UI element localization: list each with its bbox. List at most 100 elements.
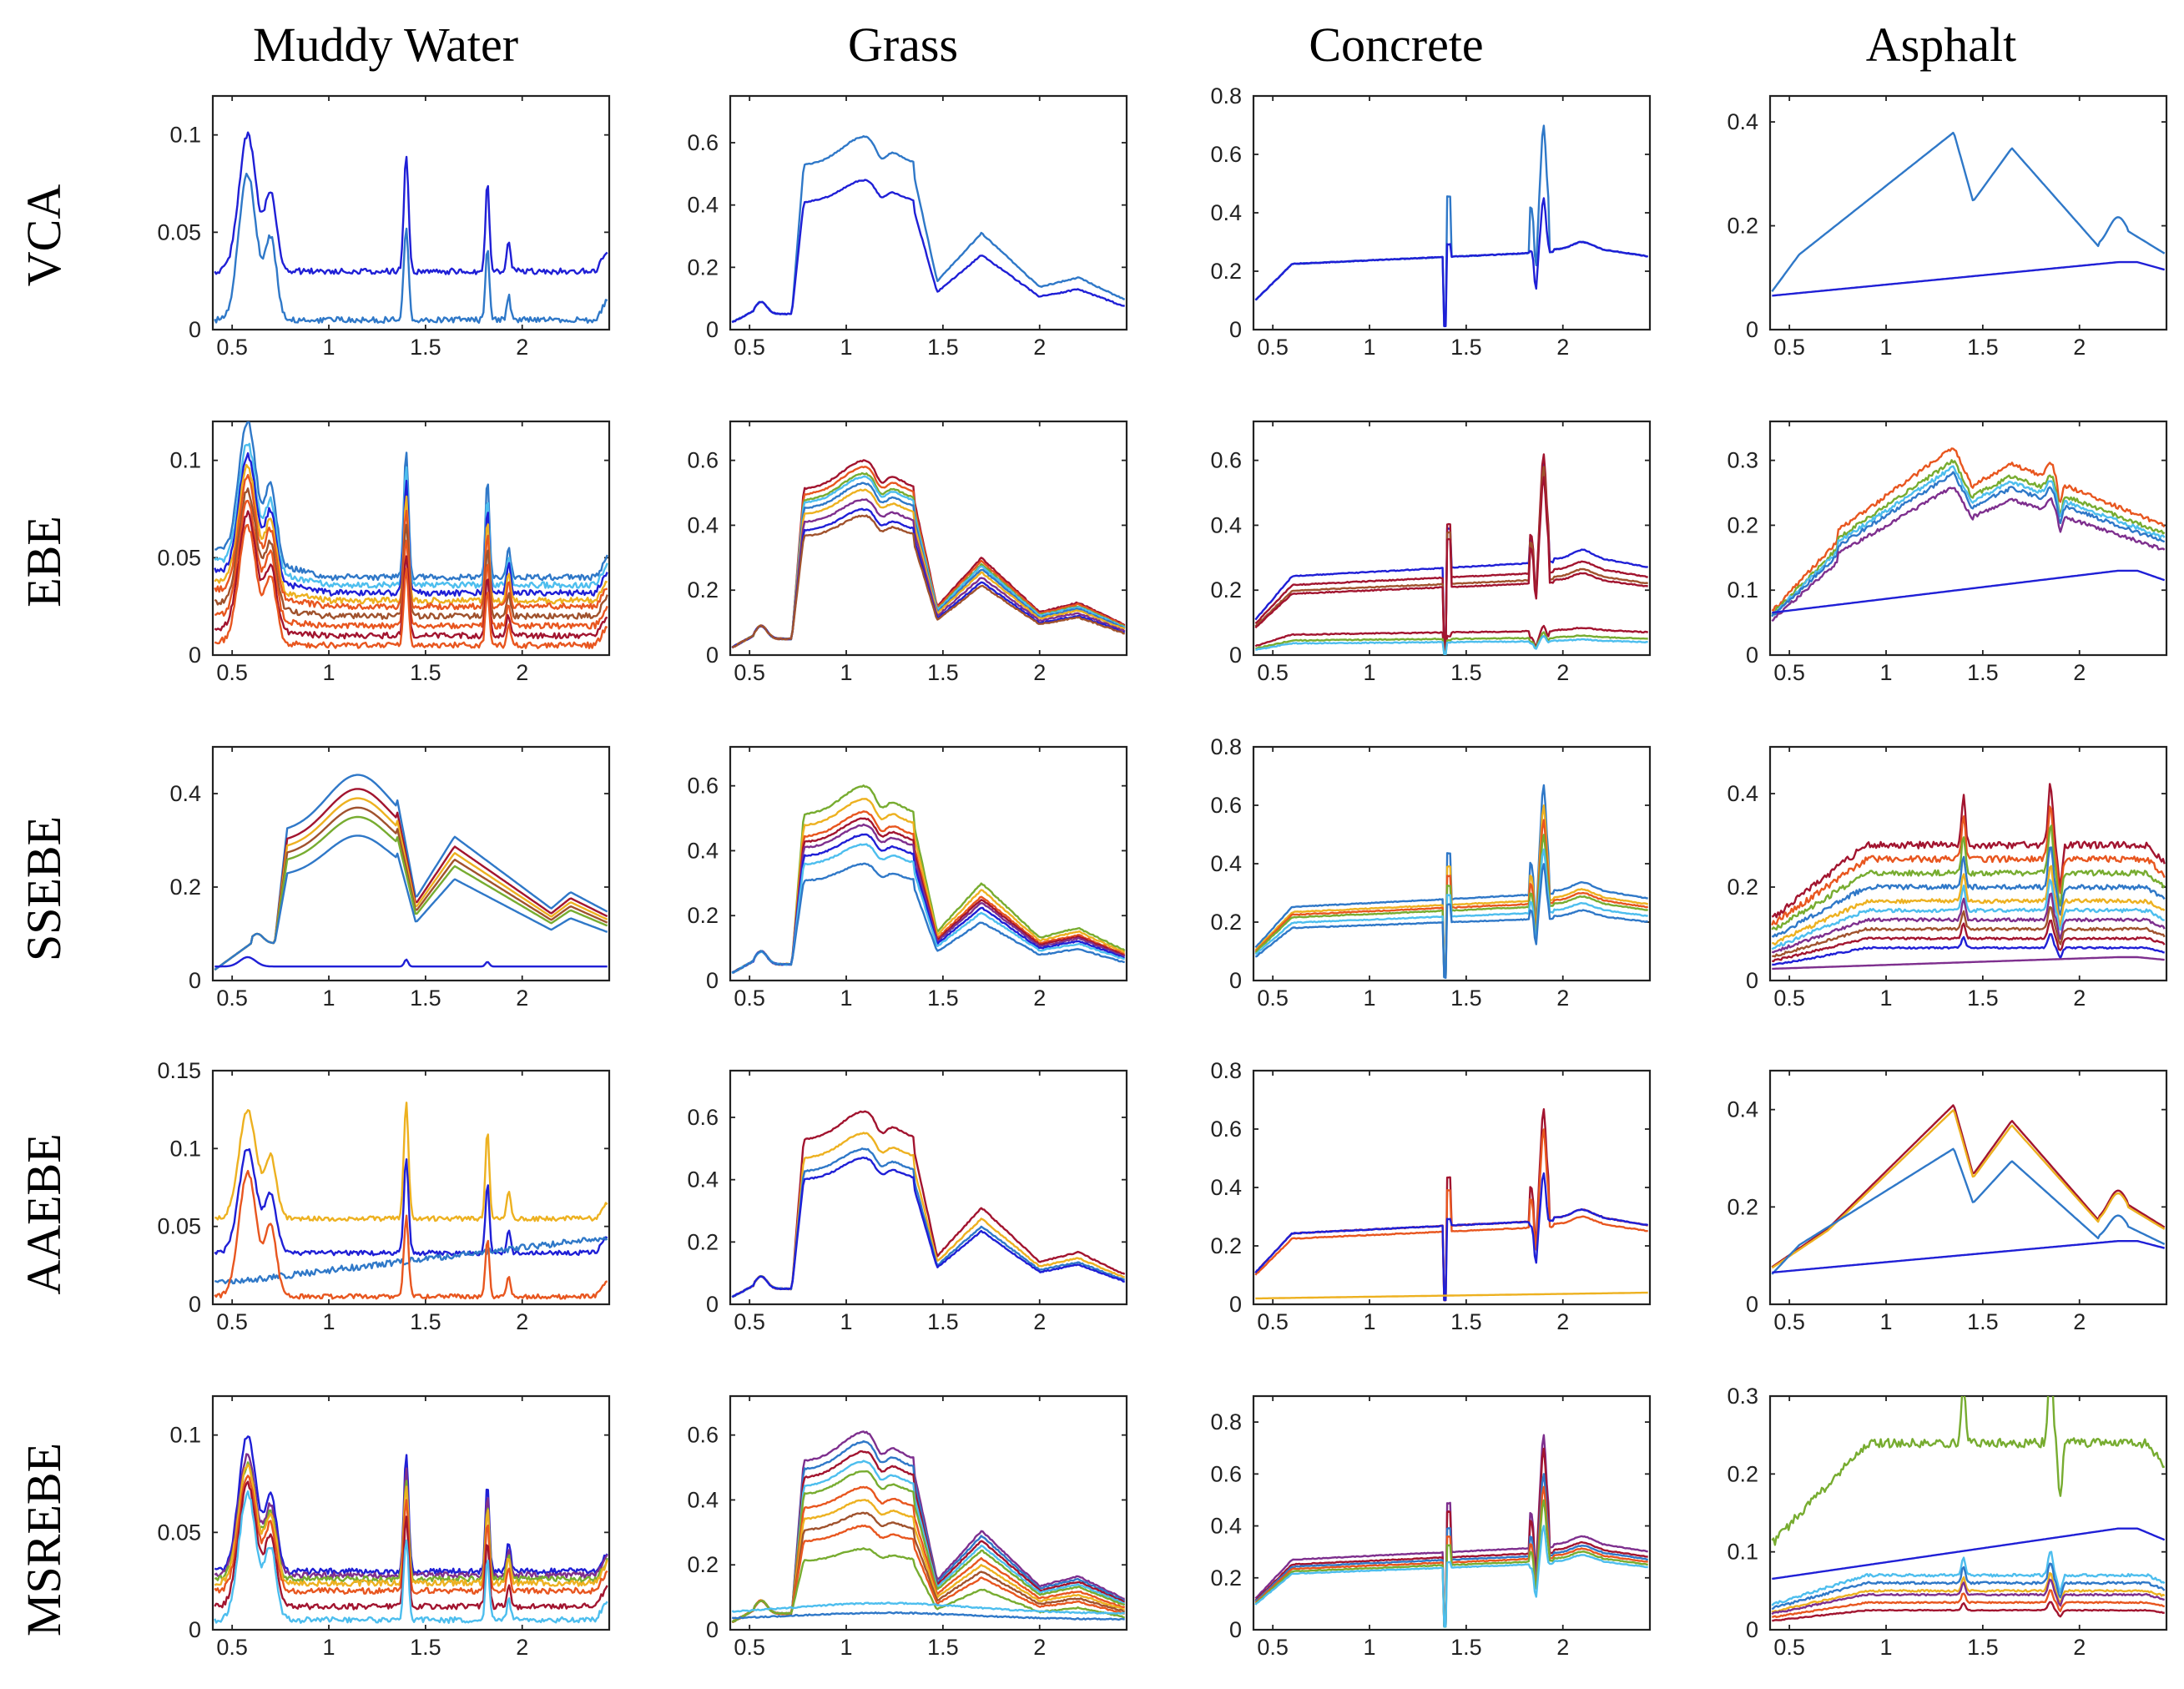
y-tick-label: 0.2 [1727, 875, 1758, 900]
y-tick-label: 0 [189, 968, 201, 993]
series-line-s8 [731, 862, 1125, 974]
y-tick-label: 0.6 [687, 448, 719, 473]
series-line-s4 [214, 1169, 608, 1300]
y-tick-label: 0.6 [1210, 142, 1242, 167]
series-line-s1 [1771, 1396, 2166, 1546]
x-tick-label: 1.5 [927, 1309, 959, 1334]
series-line-s9 [214, 523, 608, 649]
series-line-s2 [214, 1147, 608, 1257]
y-tick-label: 0.05 [157, 1520, 201, 1545]
x-tick-label: 2 [2073, 1309, 2086, 1334]
series-line-s5 [214, 1475, 608, 1596]
y-tick-label: 0 [1746, 317, 1758, 342]
series-line-s6 [1771, 1578, 2165, 1616]
y-tick-label: 0 [706, 968, 719, 993]
y-tick-label: 0.6 [1210, 1461, 1242, 1486]
plot-area [1768, 745, 2168, 982]
panel-aaebe-concrete: 0.5 1 1.5 2 0 0.2 0.4 0.6 0.8 [1210, 1058, 1652, 1334]
series-line-endmember-2 [1772, 260, 2166, 297]
y-tick-label: 0 [1746, 1292, 1758, 1317]
series-group [214, 421, 608, 649]
series-line-endmember-2 [214, 172, 608, 324]
x-tick-label: 1.5 [1450, 660, 1482, 685]
plot-area [729, 1069, 1128, 1306]
y-tick-label: 0.1 [169, 123, 201, 148]
series-line-s6 [214, 834, 608, 971]
y-tick-label: 0 [1229, 968, 1242, 993]
plot-area [1768, 94, 2168, 331]
y-tick-label: 0.2 [1210, 1565, 1242, 1591]
x-tick-label: 0.5 [734, 1635, 765, 1660]
y-tick-label: 0.4 [687, 1167, 719, 1192]
series-line-s4 [1771, 1562, 2166, 1611]
x-tick-label: 0.5 [216, 660, 248, 685]
x-tick-label: 2 [1033, 335, 1046, 360]
row-title-aaebe: AAEBE [17, 1133, 71, 1294]
series-group [731, 784, 1126, 975]
y-tick-label: 0 [1746, 968, 1758, 993]
x-tick-label: 0.5 [1257, 1635, 1289, 1660]
y-tick-label: 0 [706, 1617, 719, 1642]
series-line-s5 [1254, 624, 1649, 655]
x-tick-label: 1.5 [1450, 1635, 1482, 1660]
series-line-endmember-2 [731, 179, 1125, 324]
panel-ssebe-muddy-water: 0.5 1 1.5 2 0 0.2 0.4 [169, 745, 611, 1011]
y-tick-label: 0.2 [1210, 577, 1242, 602]
series-line-s11 [1772, 955, 2165, 971]
series-line-s5 [1772, 865, 2166, 946]
series-line-endmember-2 [1254, 197, 1649, 328]
panel-ebe-asphalt: 0.5 1 1.5 2 0 0.1 0.2 0.3 [1727, 420, 2168, 685]
series-group [1771, 783, 2166, 971]
series-group [1771, 131, 2166, 297]
x-tick-label: 1.5 [410, 1309, 441, 1334]
plot-area [1252, 745, 1652, 982]
x-tick-label: 1.5 [927, 660, 959, 685]
series-line-s1 [1771, 783, 2166, 919]
y-tick-label: 0.05 [157, 219, 201, 245]
series-line-s6 [1254, 1525, 1648, 1628]
x-tick-label: 2 [1556, 660, 1569, 685]
y-tick-label: 0.05 [157, 1214, 201, 1239]
x-tick-label: 2 [1033, 1309, 1046, 1334]
series-line-s7 [1771, 1589, 2166, 1619]
plot-area [1252, 420, 1652, 657]
x-tick-label: 0.5 [734, 1309, 765, 1334]
row-title-vca: VCA [17, 184, 71, 287]
y-tick-label: 0.3 [1727, 448, 1758, 473]
series-group [214, 1102, 608, 1300]
series-line-s3 [1771, 1147, 2166, 1275]
x-tick-label: 1 [1880, 660, 1893, 685]
series-line-s6 [1254, 863, 1648, 980]
plot-area [1252, 1069, 1652, 1306]
series-line-s6 [214, 1480, 608, 1611]
series-group [731, 134, 1126, 324]
x-tick-label: 1 [1880, 335, 1893, 360]
series-line-s6 [1255, 631, 1648, 655]
panel-aaebe-asphalt: 0.5 1 1.5 2 0 0.2 0.4 [1727, 1069, 2168, 1334]
panel-msrebe-muddy-water: 0.5 1 1.5 2 0 0.05 0.1 [157, 1394, 611, 1660]
x-tick-label: 0.5 [1773, 1635, 1805, 1660]
y-tick-label: 0.2 [687, 1229, 719, 1254]
y-tick-label: 0.6 [687, 1423, 719, 1448]
y-tick-label: 0.4 [687, 512, 719, 537]
series-line-s4 [732, 1156, 1125, 1298]
y-tick-label: 0 [1229, 1292, 1242, 1317]
y-tick-label: 0.8 [1210, 1409, 1242, 1434]
x-tick-label: 2 [2073, 660, 2086, 685]
y-tick-label: 0.2 [1727, 1194, 1758, 1219]
x-tick-label: 2 [2073, 335, 2086, 360]
x-tick-label: 0.5 [216, 1635, 248, 1660]
x-tick-label: 0.5 [1773, 986, 1805, 1011]
y-tick-label: 0.2 [1210, 259, 1242, 284]
x-tick-label: 1 [323, 1309, 335, 1334]
x-tick-label: 1 [1880, 1309, 1893, 1334]
x-tick-label: 2 [516, 335, 528, 360]
panel-vca-asphalt: 0.5 1 1.5 2 0 0.2 0.4 [1727, 94, 2168, 360]
series-line-s10 [731, 1547, 1126, 1623]
x-tick-label: 2 [516, 660, 528, 685]
y-tick-label: 0.4 [687, 193, 719, 218]
panel-ssebe-grass: 0.5 1 1.5 2 0 0.2 0.4 0.6 [687, 745, 1128, 1011]
x-tick-label: 2 [1556, 986, 1569, 1011]
row-title-msrebe: MSREBE [17, 1443, 71, 1636]
panel-ebe-concrete: 0.5 1 1.5 2 0 0.2 0.4 0.6 [1210, 420, 1652, 685]
